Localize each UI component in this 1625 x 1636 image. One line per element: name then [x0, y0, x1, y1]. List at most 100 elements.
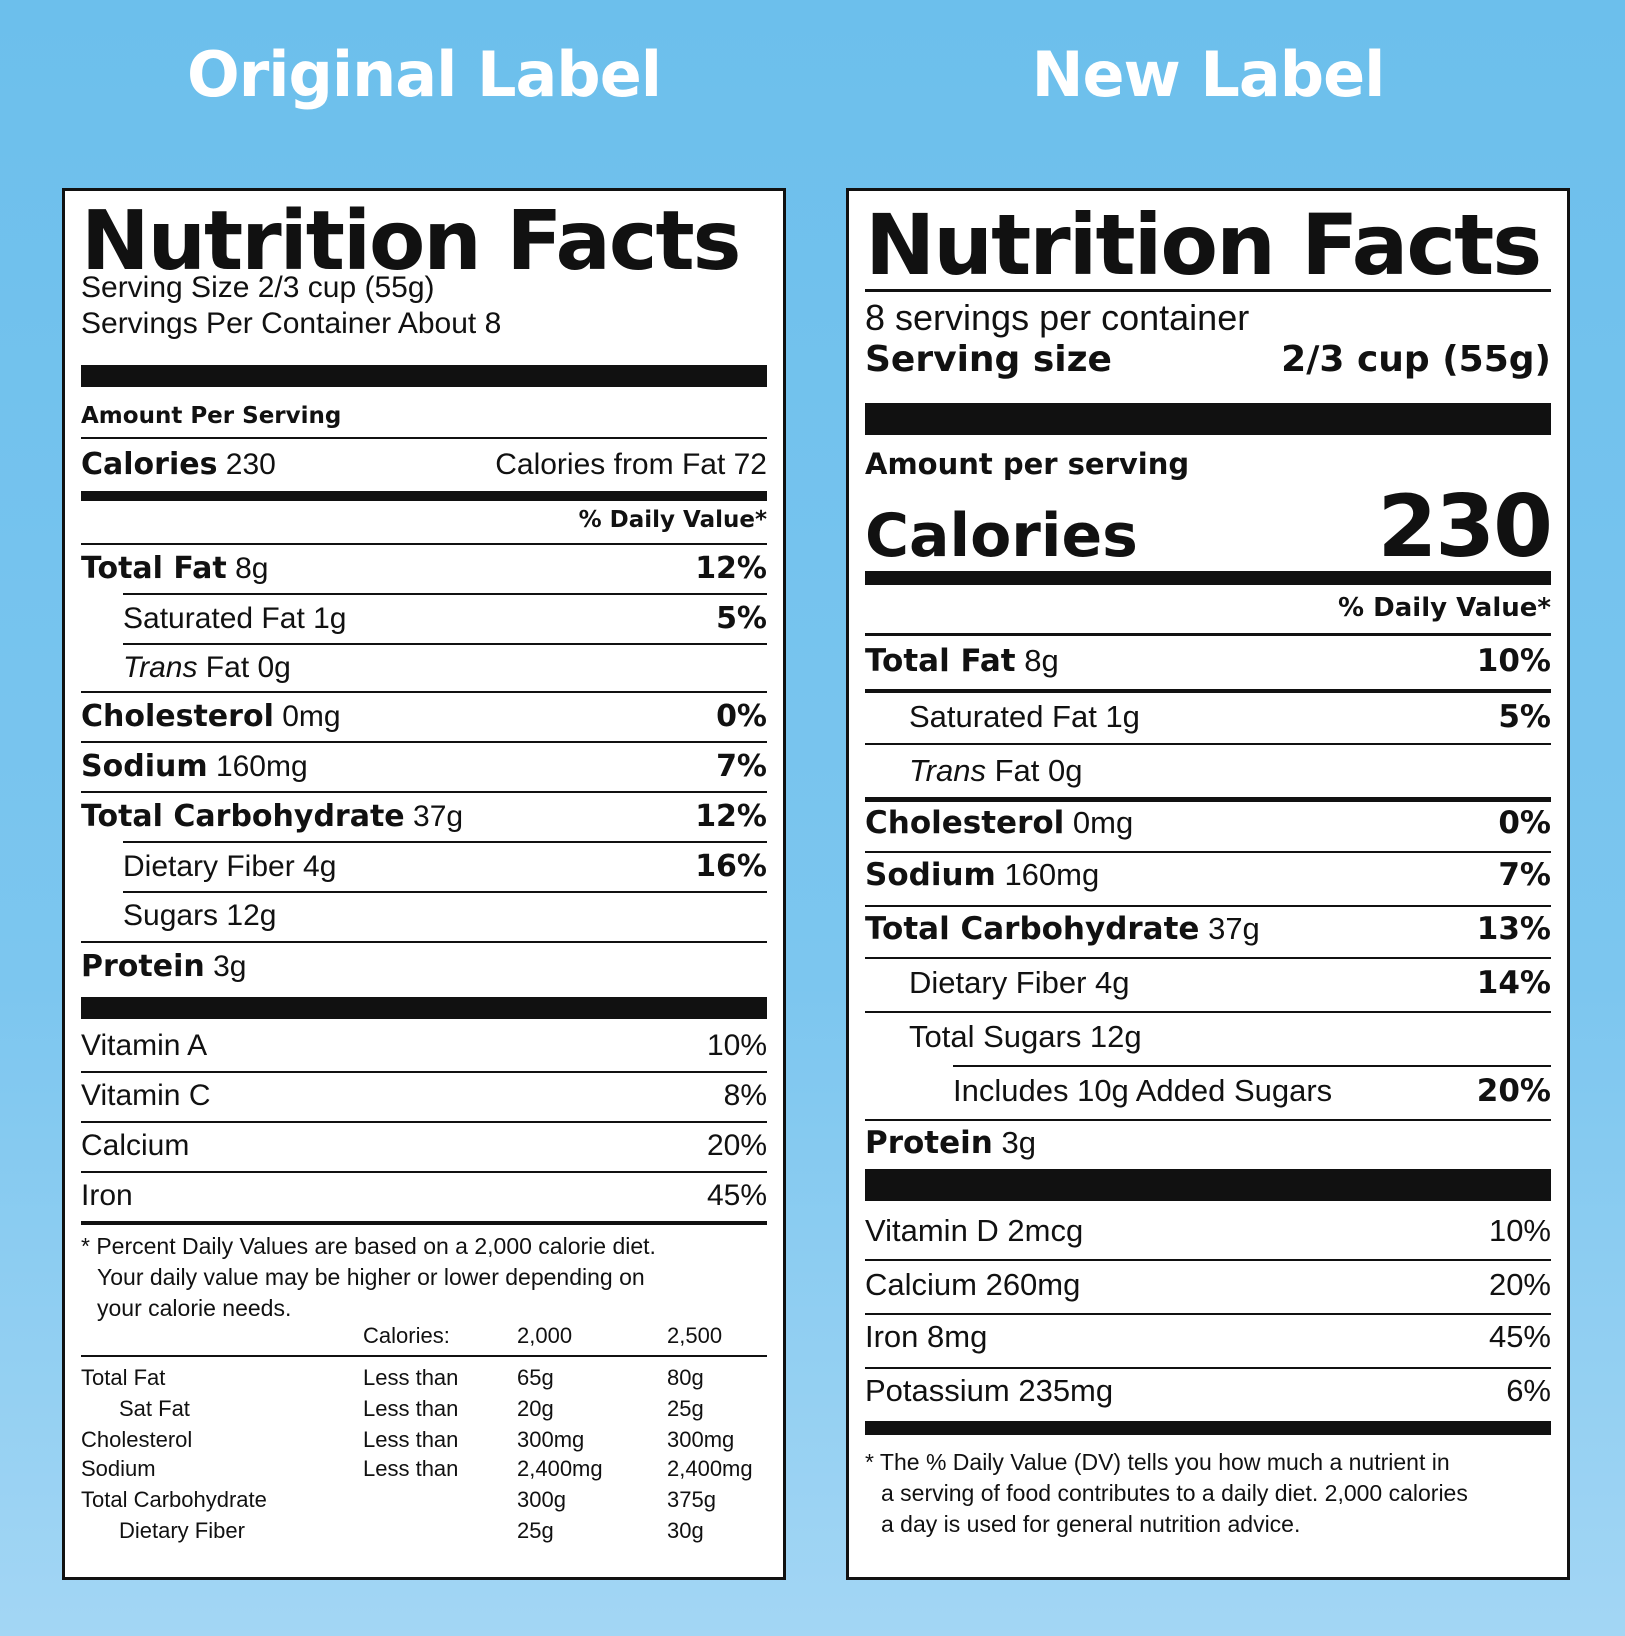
- calories-from-fat: Calories from Fat 72: [495, 448, 767, 481]
- vitamin-row-iron: Iron 8mg 45%: [865, 1319, 1551, 1354]
- dv-table-header-2000: 2,000: [517, 1323, 573, 1348]
- divider: [81, 691, 767, 693]
- servings-per-container: 8 servings per container: [865, 297, 1250, 338]
- divider: [865, 1011, 1551, 1013]
- divider: [865, 1119, 1551, 1121]
- daily-value-header: % Daily Value*: [1338, 593, 1551, 623]
- original-nutrition-label: Nutrition Facts Serving Size 2/3 cup (55…: [62, 188, 786, 1580]
- serving-size-row: Serving size 2/3 cup (55g): [865, 339, 1551, 380]
- nutrient-row-total-carbohydrate: Total Carbohydrate 37g 13%: [865, 911, 1551, 947]
- calories-label: Calories: [865, 501, 1138, 571]
- dv-table-header-calories: Calories:: [363, 1323, 450, 1348]
- dv-table-header-2500: 2,500: [667, 1323, 723, 1348]
- nutrient-row-trans-fat: Trans Fat 0g: [909, 753, 1083, 788]
- nutrient-row-saturated-fat: Saturated Fat 1g 5%: [909, 699, 1551, 735]
- dv-table-row-label: Total Carbohydrate: [81, 1487, 267, 1512]
- nutrition-facts-title: Nutrition Facts: [81, 194, 741, 289]
- divider: [81, 941, 767, 943]
- footnote-line: a serving of food contributes to a daily…: [881, 1480, 1468, 1506]
- footnote-line: Your daily value may be higher or lower …: [97, 1264, 645, 1290]
- dv-table-cell: 2,400mg: [667, 1456, 753, 1481]
- nutrient-row-protein: Protein 3g: [81, 949, 247, 984]
- calories-row: Calories 230 Calories from Fat 72: [81, 447, 767, 482]
- divider: [865, 1259, 1551, 1261]
- dv-table-cell: 65g: [517, 1365, 554, 1390]
- divider: [123, 891, 767, 893]
- servings-per-container: Servings Per Container About 8: [81, 307, 502, 340]
- thick-divider: [865, 403, 1551, 435]
- nutrient-row-sodium: Sodium 160mg 7%: [865, 857, 1551, 893]
- thick-divider: [81, 997, 767, 1019]
- nutrient-row-total-sugars: Total Sugars 12g: [909, 1019, 1142, 1054]
- divider: [865, 743, 1551, 745]
- divider: [81, 1071, 767, 1073]
- dv-table-row-label: Dietary Fiber: [119, 1518, 245, 1543]
- divider: [81, 437, 767, 439]
- dv-table-cell: Less than: [363, 1365, 459, 1390]
- divider: [81, 741, 767, 743]
- thick-divider: [865, 1169, 1551, 1201]
- vitamin-row-vitamin-c: Vitamin C 8%: [81, 1079, 767, 1112]
- nutrient-row-dietary-fiber: Dietary Fiber 4g 16%: [123, 849, 767, 884]
- divider: [81, 543, 767, 545]
- vitamin-row-calcium: Calcium 20%: [81, 1129, 767, 1162]
- footnote-line: a day is used for general nutrition advi…: [881, 1511, 1301, 1537]
- new-label-heading: New Label: [1031, 38, 1386, 111]
- vitamin-row-calcium: Calcium 260mg 20%: [865, 1267, 1551, 1302]
- nutrient-row-total-fat: Total Fat 8g 12%: [81, 551, 767, 586]
- dv-table-row-label: Total Fat: [81, 1365, 166, 1390]
- vitamin-row-vitamin-a: Vitamin A 10%: [81, 1029, 767, 1062]
- dv-table-cell: 375g: [667, 1487, 716, 1512]
- dv-table-row-label: Cholesterol: [81, 1427, 193, 1452]
- calories-row: Calories 230: [865, 477, 1553, 577]
- dv-table-cell: Less than: [363, 1396, 459, 1421]
- medium-divider: [865, 571, 1551, 585]
- nutrient-row-total-carbohydrate: Total Carbohydrate 37g 12%: [81, 799, 767, 834]
- thick-divider: [81, 365, 767, 387]
- divider: [81, 1171, 767, 1173]
- nutrient-row-cholesterol: Cholesterol 0mg 0%: [865, 805, 1551, 841]
- footnote-line: * The % Daily Value (DV) tells you how m…: [865, 1449, 1450, 1475]
- footnote-line: your calorie needs.: [97, 1295, 292, 1321]
- divider: [865, 905, 1551, 907]
- divider: [865, 1367, 1551, 1369]
- dv-table-cell: 25g: [517, 1518, 554, 1543]
- serving-size-value: 2/3 cup (55g): [1281, 339, 1551, 380]
- vitamin-row-vitamin-d: Vitamin D 2mcg 10%: [865, 1213, 1551, 1248]
- serving-size: Serving Size 2/3 cup (55g): [81, 271, 435, 304]
- divider: [81, 1121, 767, 1123]
- divider: [865, 797, 1551, 802]
- divider: [865, 1313, 1551, 1315]
- nutrient-row-added-sugars: Includes 10g Added Sugars 20%: [953, 1073, 1551, 1109]
- nutrient-row-trans-fat: Trans Fat 0g: [123, 651, 291, 684]
- daily-value-header: % Daily Value*: [578, 507, 767, 533]
- divider: [81, 1355, 767, 1357]
- dv-table-cell: 20g: [517, 1396, 554, 1421]
- vitamin-row-iron: Iron 45%: [81, 1179, 767, 1212]
- calories-label: Calories: [81, 447, 218, 482]
- amount-per-serving: Amount Per Serving: [81, 403, 342, 429]
- nutrient-row-protein: Protein 3g: [865, 1125, 1036, 1161]
- medium-divider: [865, 1421, 1551, 1435]
- nutrient-row-sodium: Sodium 160mg 7%: [81, 749, 767, 784]
- nutrition-facts-title: Nutrition Facts: [865, 196, 1542, 294]
- divider: [123, 643, 767, 645]
- original-label-heading: Original Label: [186, 38, 662, 111]
- divider: [865, 851, 1551, 853]
- nutrient-row-cholesterol: Cholesterol 0mg 0%: [81, 699, 767, 734]
- nutrient-row-total-fat: Total Fat 8g 10%: [865, 643, 1551, 679]
- nutrient-row-saturated-fat: Saturated Fat 1g 5%: [123, 601, 767, 636]
- dv-table-cell: 30g: [667, 1518, 704, 1543]
- dv-table-cell: 300mg: [667, 1427, 735, 1452]
- amount-per-serving: Amount per serving: [865, 447, 1190, 481]
- divider: [865, 957, 1551, 959]
- dv-table-cell: 300mg: [517, 1427, 585, 1452]
- divider: [123, 841, 767, 843]
- dv-table-row-label: Sodium: [81, 1456, 156, 1481]
- divider: [81, 1221, 767, 1225]
- dv-table-cell: 80g: [667, 1365, 704, 1390]
- divider: [81, 791, 767, 793]
- medium-divider: [81, 491, 767, 501]
- dv-table-cell: 2,400mg: [517, 1456, 603, 1481]
- footnote-line: * Percent Daily Values are based on a 2,…: [81, 1233, 656, 1259]
